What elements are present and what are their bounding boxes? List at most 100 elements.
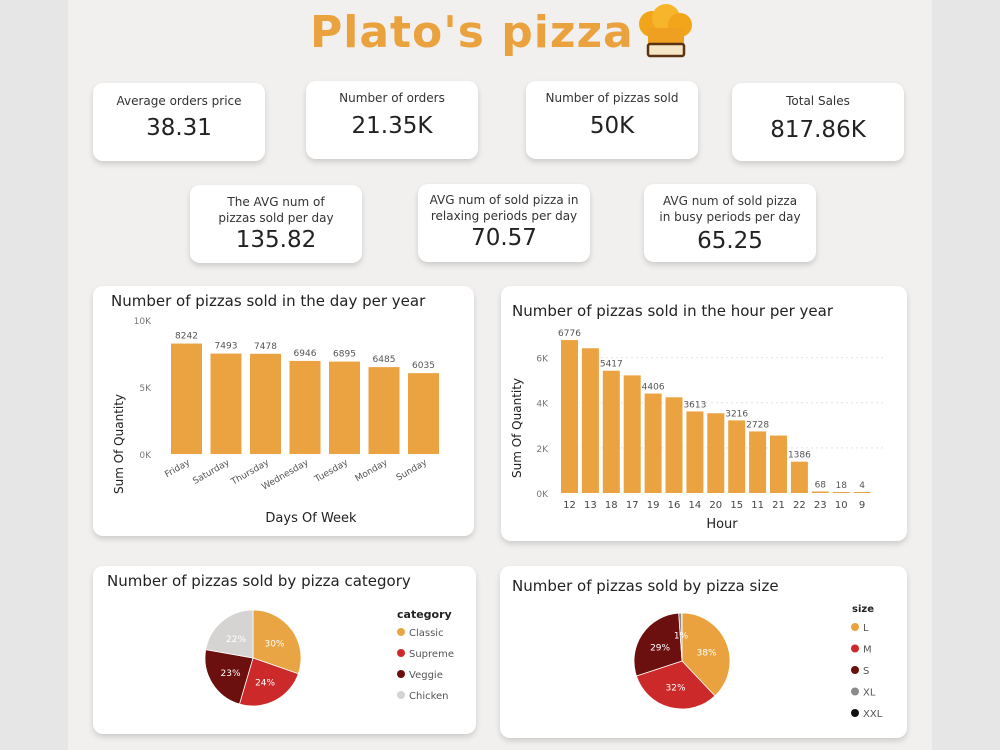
bar [171,343,202,454]
kpi-label: AVG num of sold pizza in relaxing period… [429,193,579,223]
x-tick-label: 21 [772,500,785,511]
y-tick-label: 5K [139,384,152,394]
data-label: 68 [815,480,827,490]
legend-label: XXL [863,709,883,720]
x-tick-label: 15 [730,500,743,511]
bar [408,373,439,454]
x-tick-label: 9 [859,500,865,511]
legend-marker [851,623,859,631]
kpi-value: 135.82 [235,227,317,253]
bar [644,393,662,493]
legend-marker [851,687,859,696]
data-label: 7493 [215,342,238,352]
pie-slice [205,609,254,659]
chart-day-of-week: Number of pizzas sold in the day per yea… [111,292,439,526]
kpi-value: 21.35K [351,113,433,139]
legend-label: Chicken [409,691,449,702]
x-tick-label: 23 [814,500,827,511]
x-tick-label: Friday [163,458,192,481]
y-tick-label: 2K [536,445,549,455]
legend-marker [851,709,859,717]
x-tick-label: Tuesday [312,458,350,486]
legend-label: XL [863,688,876,699]
bar [811,491,829,493]
data-label: 4406 [642,383,665,393]
legend-label: L [863,623,869,634]
header: Plato's pizza [310,2,696,62]
bar [289,360,321,454]
x-tick-label: 12 [563,500,576,511]
pie-slice [681,612,731,697]
pie-label: 29% [650,643,670,653]
bar [728,420,746,493]
kpi-total-sales: Total Sales 817.86K [732,83,904,161]
kpi-label: Average orders price [116,94,242,108]
x-tick-label: Sunday [395,458,430,484]
data-label: 8242 [175,332,198,342]
kpi-label: The AVG num of pizzas sold per day [218,195,334,225]
chart-title: Number of pizzas sold by pizza category [107,572,411,590]
data-label: 1386 [788,451,811,461]
legend-label: Supreme [409,649,454,660]
x-tick-label: 20 [709,500,722,511]
bar [707,413,725,493]
chart-title: Number of pizzas sold in the day per yea… [111,292,426,310]
y-tick-label: 4K [536,400,549,410]
data-label: 7478 [254,342,277,352]
y-axis-label: Sum Of Quantity [510,378,524,478]
data-label: 18 [835,481,847,491]
x-axis-label: Days Of Week [265,511,357,526]
x-tick-label: 18 [605,500,618,511]
pie-label: 22% [226,635,246,645]
x-tick-label: 14 [689,500,702,511]
pie-slice [204,649,254,705]
data-label: 6035 [412,361,435,371]
pie-label: 30% [264,640,284,650]
chart-category-panel: Number of pizzas sold by pizza category … [93,566,476,734]
chart-size-pie: Number of pizzas sold by pizza size size… [512,577,883,720]
chef-hat-icon [638,4,692,58]
kpi-label: Number of orders [339,91,445,105]
legend-marker [851,666,859,674]
bar [790,461,808,493]
chart-size-panel: Number of pizzas sold by pizza size size… [500,566,907,738]
bar [665,397,683,493]
kpi-average-orders-price: Average orders price 38.31 [93,83,265,161]
kpi-avg-relaxing-periods: AVG num of sold pizza in relaxing period… [418,184,590,262]
y-tick-label: 0K [139,451,152,461]
kpi-number-of-pizzas-sold: Number of pizzas sold 50K [526,81,698,159]
data-label: 6946 [294,349,317,359]
x-tick-label: 16 [668,500,681,511]
kpi-number-of-orders: Number of orders 21.35K [306,81,478,159]
chart-title: Number of pizzas sold by pizza size [512,577,779,595]
data-label: 2728 [746,420,769,430]
pie-label: 38% [697,648,717,658]
kpi-value: 65.25 [697,228,763,254]
legend-title: category [397,608,452,621]
data-label: 4 [859,481,865,491]
bar [581,348,599,493]
pie-label: 23% [221,669,241,679]
chart-category-pie: Number of pizzas sold by pizza category … [107,572,454,707]
y-tick-label: 6K [536,355,549,365]
chart-title: Number of pizzas sold in the hour per ye… [512,302,834,320]
x-tick-label: 10 [835,500,848,511]
legend-title: size [852,604,874,615]
kpi-value: 70.57 [471,225,537,251]
x-tick-label: 19 [647,500,660,511]
bar [832,492,850,493]
chart-hour-panel: Number of pizzas sold in the hour per ye… [501,286,907,541]
kpi-value: 817.86K [770,117,866,143]
legend-label: Veggie [409,670,443,681]
legend-label: M [863,645,872,656]
x-tick-label: 13 [584,500,597,511]
legend-marker [397,670,405,678]
kpi-label: Number of pizzas sold [545,91,679,105]
legend-marker [397,628,405,636]
legend-label: Classic [409,628,444,639]
pie-slice [635,660,716,710]
pie-label: 32% [666,684,686,694]
bar [368,367,400,454]
kpi-avg-busy-periods: AVG num of sold pizza in busy periods pe… [644,184,816,262]
legend-marker [397,691,405,699]
